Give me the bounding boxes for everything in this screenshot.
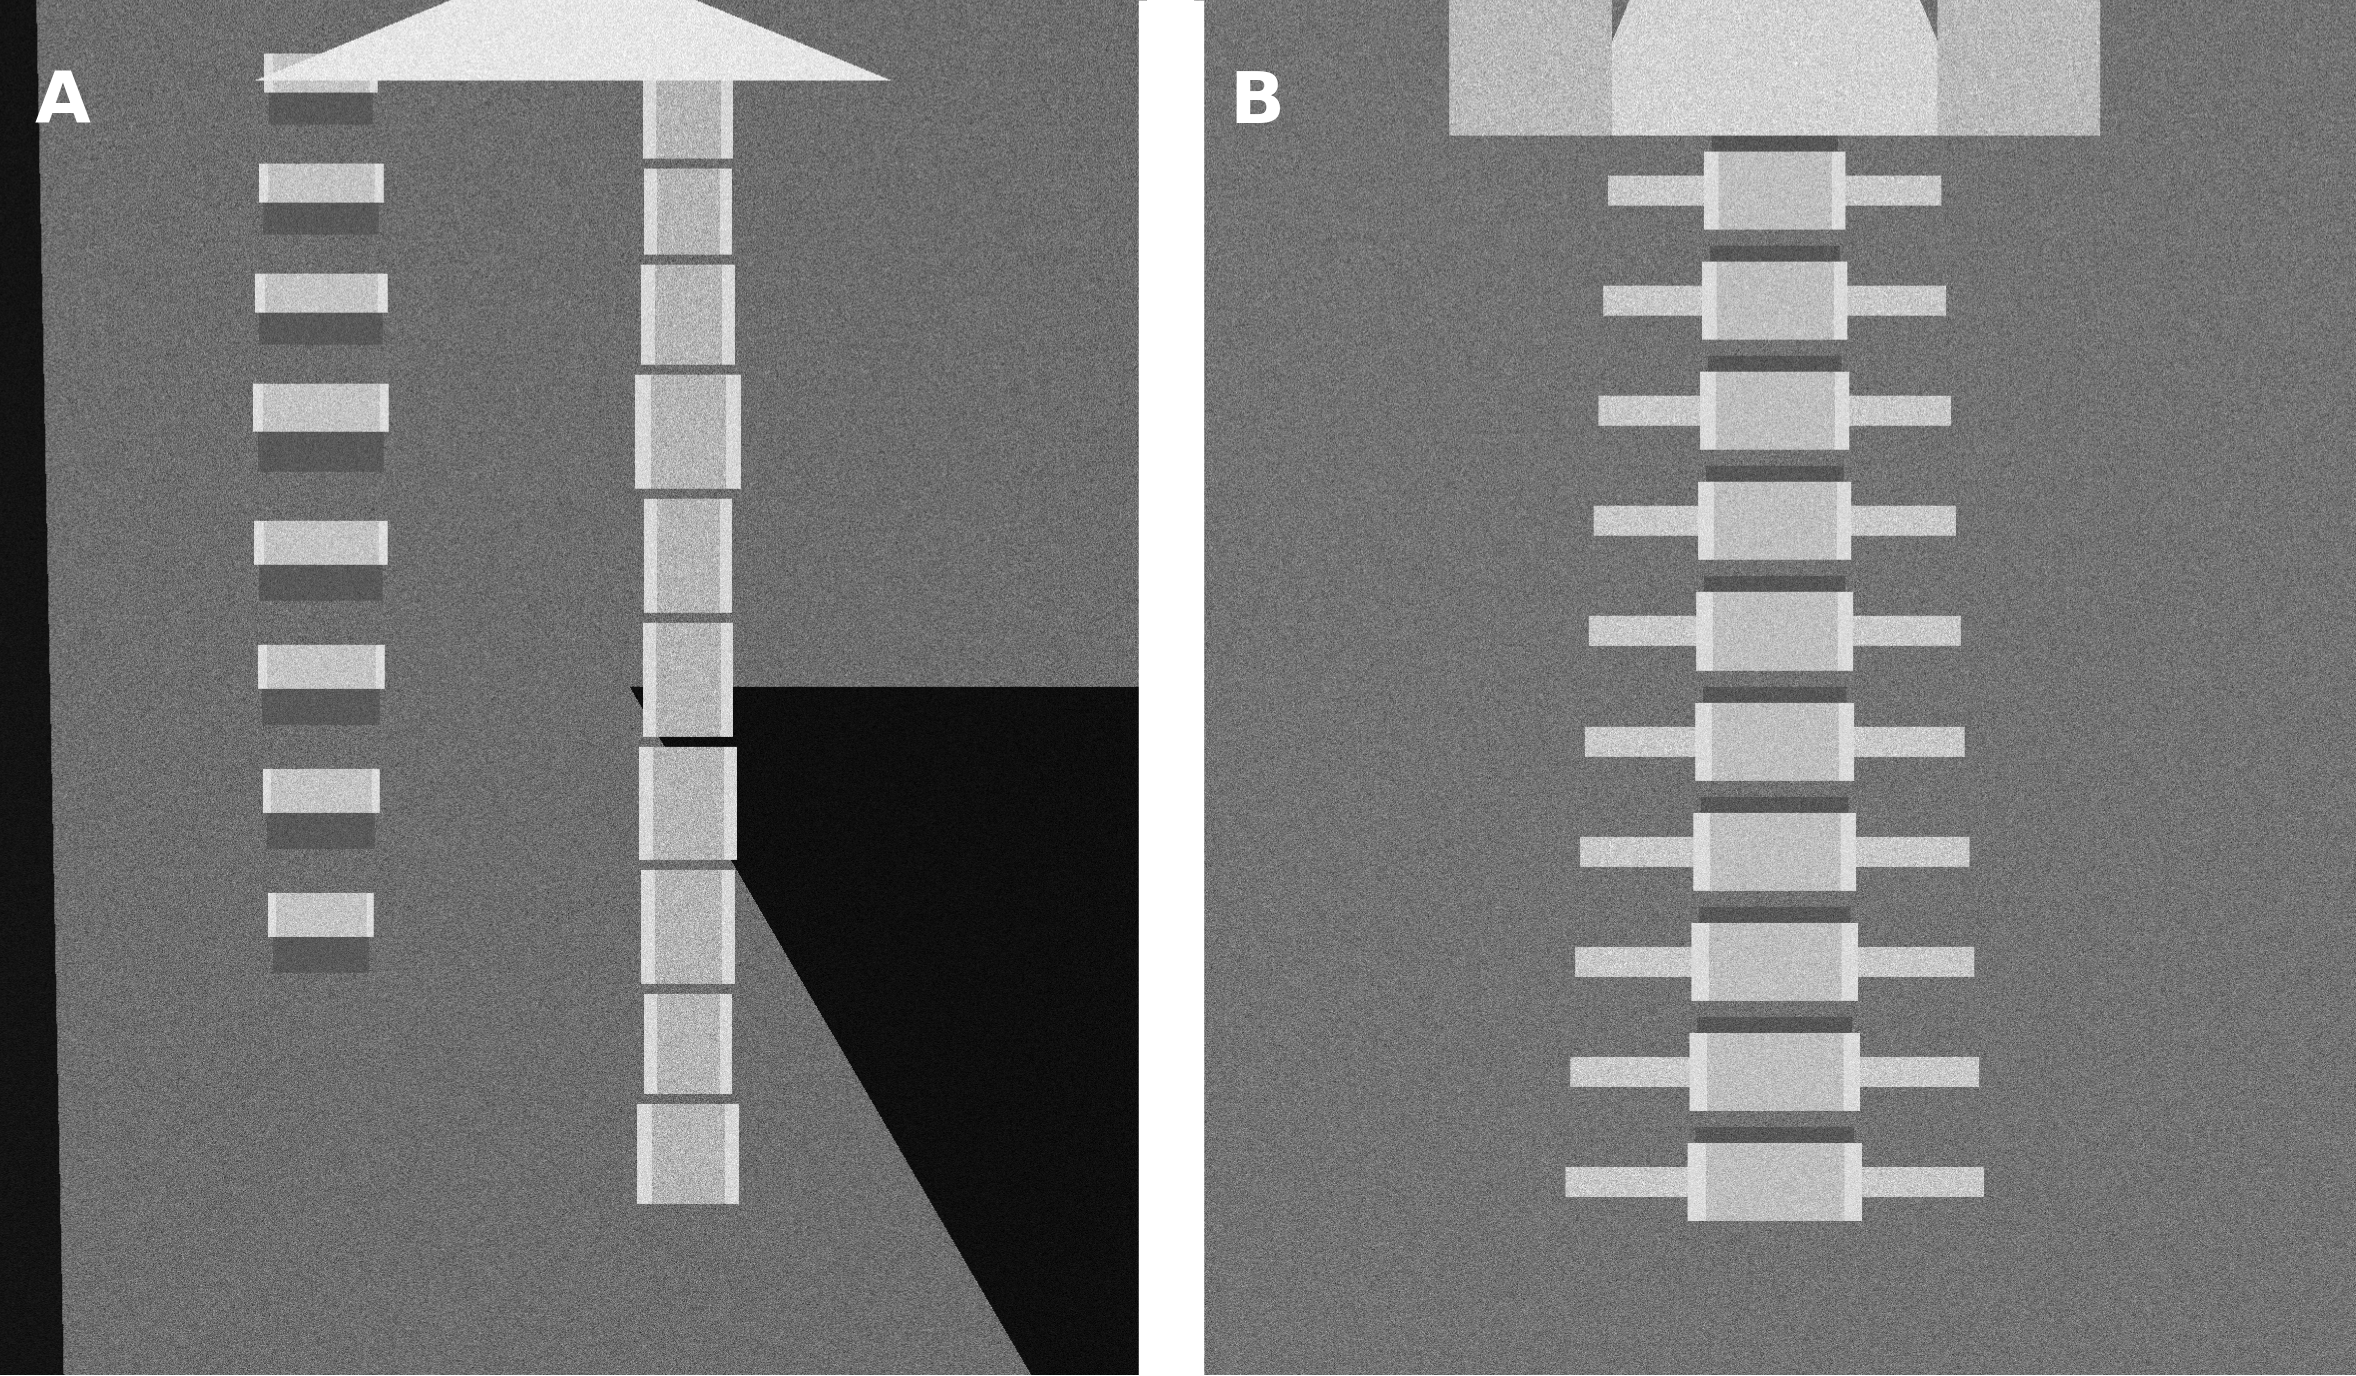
Text: B: B xyxy=(1230,69,1284,138)
Text: A: A xyxy=(35,69,90,138)
